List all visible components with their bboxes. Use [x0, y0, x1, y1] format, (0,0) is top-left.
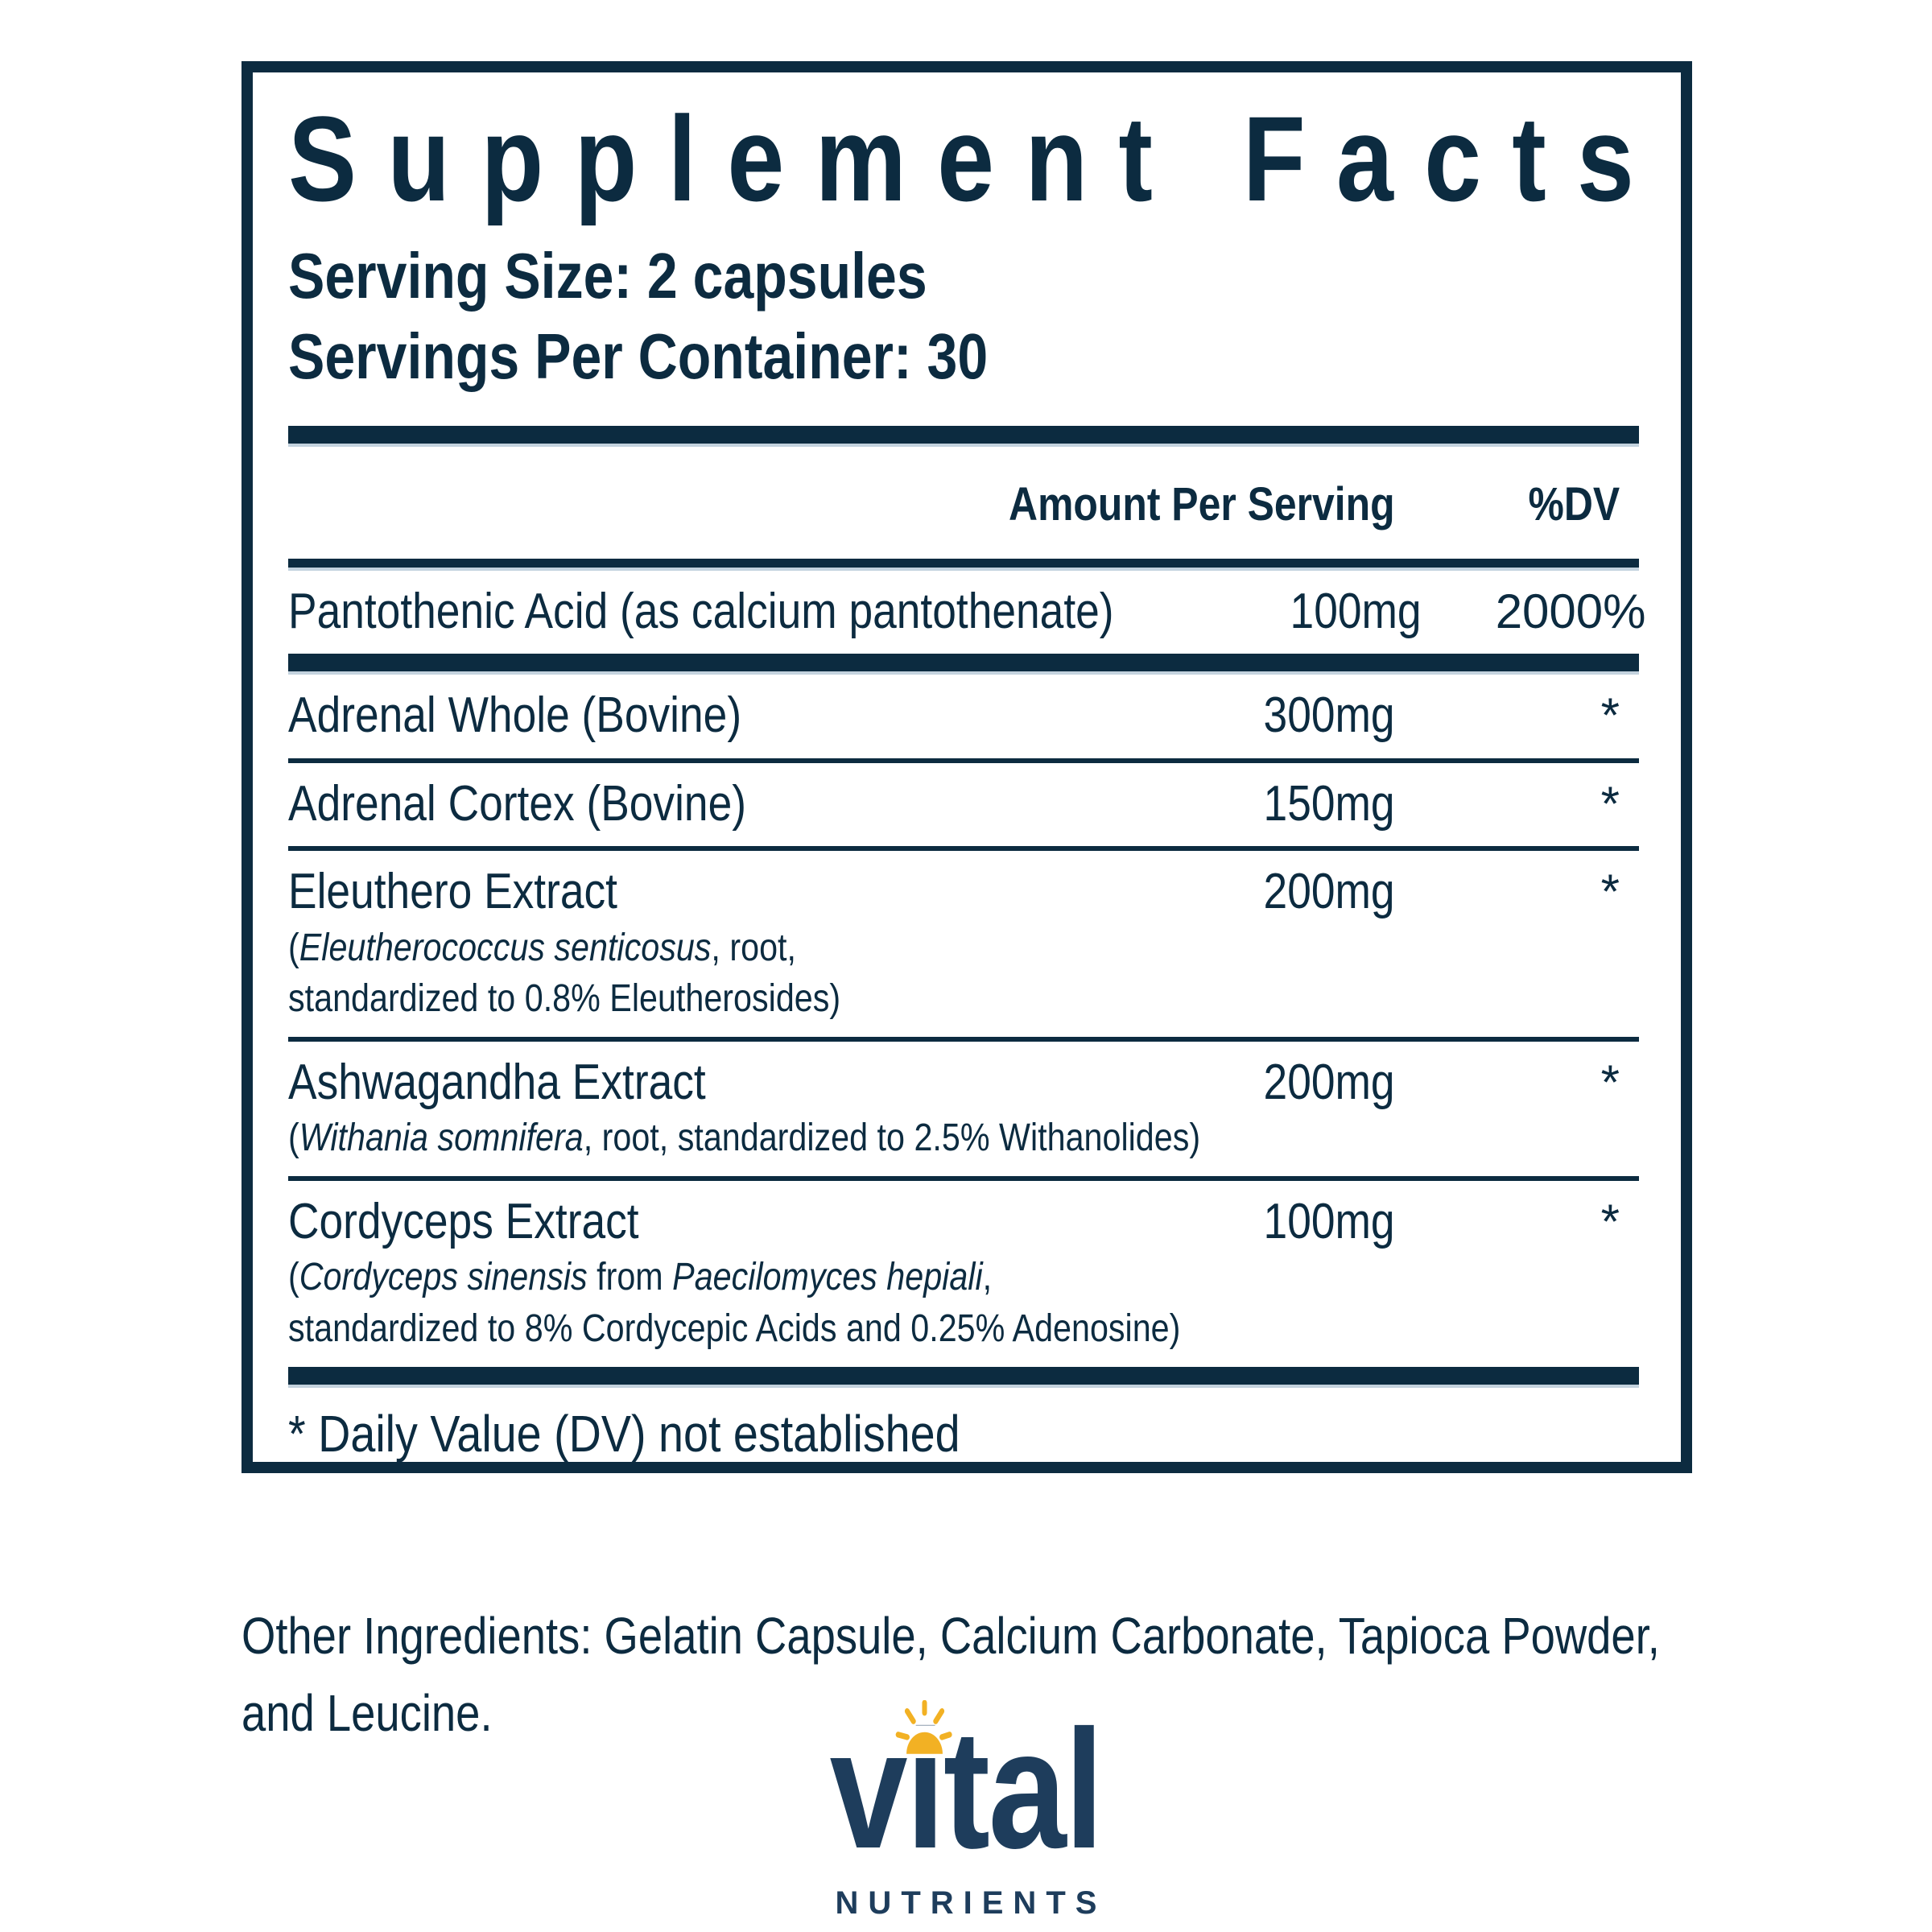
ingredient-amount: 150mg — [1263, 775, 1395, 832]
divider-bar-thick — [288, 1366, 1639, 1388]
column-header-dv: %DV — [1528, 478, 1620, 531]
ingredient-row-main: Pantothenic Acid (as calcium pantothenat… — [288, 583, 1646, 639]
ingredient-name: Eleuthero Extract — [288, 864, 617, 920]
ingredient-name: Adrenal Cortex (Bovine) — [288, 775, 747, 832]
ingredient-row-main: Eleuthero Extract 200mg * — [288, 864, 1639, 919]
ingredient-table: Pantothenic Acid (as calcium pantothenat… — [288, 571, 1646, 1388]
column-header-amount: Amount Per Serving — [1009, 478, 1395, 531]
ingredient-name: Pantothenic Acid (as calcium pantothenat… — [288, 583, 1114, 639]
divider-bar-thick — [288, 654, 1639, 675]
ingredient-dv: * — [1600, 1194, 1620, 1249]
servings-per-container: Servings Per Container: 30 — [288, 320, 989, 393]
ingredient-row: Adrenal Whole (Bovine) 300mg * — [288, 675, 1639, 758]
divider-rule-thin — [288, 758, 1639, 763]
ingredient-amount: 100mg — [1263, 1193, 1395, 1249]
ingredient-amount: 200mg — [1263, 864, 1395, 920]
ingredient-name: Adrenal Whole (Bovine) — [288, 687, 742, 744]
ingredient-detail: (Cordyceps sinensis from Paecilomyces he… — [288, 1256, 993, 1299]
logo-wordmark-i: i — [896, 1700, 952, 1874]
other-ingredients-line2: and Leucine. — [242, 1684, 493, 1742]
column-header-row: Amount Per Serving %DV — [288, 447, 1639, 559]
other-ingredients: Other Ingredients: Gelatin Capsule, Calc… — [242, 1597, 1819, 1752]
sun-icon — [896, 1700, 952, 1756]
ingredient-dv: 2000% — [1495, 584, 1646, 638]
ingredient-name: Ashwagandha Extract — [288, 1054, 706, 1110]
logo-subtext: NUTRIENTS — [835, 1885, 1107, 1921]
ingredient-amount: 300mg — [1263, 687, 1395, 744]
ingredient-row-main: Adrenal Cortex (Bovine) 150mg * — [288, 776, 1639, 832]
ingredient-row: Eleuthero Extract 200mg * (Eleutherococcus … — [288, 851, 1639, 1037]
ingredient-dv: * — [1600, 1055, 1620, 1109]
ingredient-amount: 100mg — [1290, 583, 1422, 639]
divider-rule-thin — [288, 1036, 1639, 1042]
ingredient-row-main: Adrenal Whole (Bovine) 300mg * — [288, 687, 1639, 743]
ingredient-row: Adrenal Cortex (Bovine) 150mg * — [288, 763, 1639, 846]
serving-size: Serving Size: 2 capsules — [288, 240, 927, 312]
ingredient-detail: standardized to 8% Cordycepic Acids and … — [288, 1307, 1181, 1350]
divider-rule-thin — [288, 1175, 1639, 1181]
ingredient-name: Cordyceps Extract — [288, 1193, 639, 1249]
ingredient-row: Pantothenic Acid (as calcium pantothenat… — [288, 571, 1646, 654]
ingredient-amount: 200mg — [1263, 1054, 1395, 1110]
ingredient-detail: standardized to 0.8% Eleutherosides) — [288, 977, 841, 1021]
ingredient-row: Cordyceps Extract 100mg * (Cordyceps sinens… — [288, 1181, 1639, 1367]
ingredient-detail: (Eleutherococcus senticosus, root, — [288, 926, 796, 969]
supplement-facts-panel: Supplement Facts Serving Size: 2 capsule… — [242, 61, 1692, 1473]
ingredient-dv: * — [1600, 865, 1620, 919]
facts-title: Supplement Facts — [288, 98, 1639, 219]
ingredient-dv: * — [1600, 776, 1620, 831]
logo-wordmark: vi tal — [830, 1700, 1104, 1874]
ingredient-dv: * — [1600, 688, 1620, 743]
ingredient-row: Ashwagandha Extract 200mg * (Withania somni… — [288, 1042, 1639, 1176]
divider-rule-thin — [288, 846, 1639, 852]
ingredient-detail: (Withania somnifera, root, standardized … — [288, 1117, 1201, 1160]
brand-logo: vi tal NUTRIENTS — [0, 1700, 1932, 1922]
logo-wordmark-v: v — [829, 1695, 908, 1884]
ingredient-row-main: Cordyceps Extract 100mg * — [288, 1194, 1639, 1249]
other-ingredients-line1: Other Ingredients: Gelatin Capsule, Calc… — [242, 1607, 1660, 1665]
divider-bar-header — [288, 559, 1639, 571]
footnote: * Daily Value (DV) not established — [288, 1404, 960, 1463]
ingredient-row-main: Ashwagandha Extract 200mg * — [288, 1055, 1639, 1110]
facts-title-text: Supplement Facts — [288, 91, 1666, 226]
logo-wordmark-tal: tal — [943, 1695, 1104, 1884]
divider-bar-top — [288, 425, 1639, 448]
